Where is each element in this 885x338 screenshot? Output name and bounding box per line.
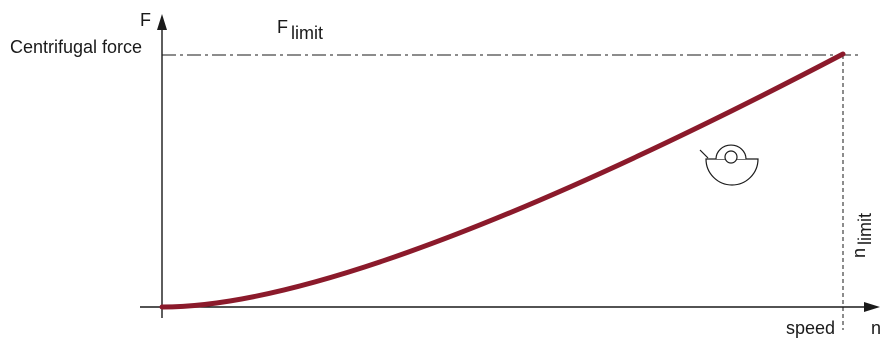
governor-flyweight-icon	[699, 144, 759, 186]
centrifugal-force-curve	[159, 51, 846, 310]
force-limit-symbol: F	[277, 17, 288, 37]
speed-limit-symbol: n	[849, 247, 869, 258]
y-axis-arrow	[157, 14, 167, 30]
speed-limit-subscript: limit	[855, 212, 875, 245]
x-axis-symbol: n	[871, 318, 881, 338]
speed-limit-label: n limit	[849, 213, 875, 258]
force-limit-subscript: limit	[291, 23, 323, 43]
y-axis-label: Centrifugal force	[10, 37, 142, 57]
y-axis-symbol: F	[140, 10, 151, 30]
x-axis-arrow	[864, 302, 880, 312]
x-axis-label: speed	[786, 318, 835, 338]
